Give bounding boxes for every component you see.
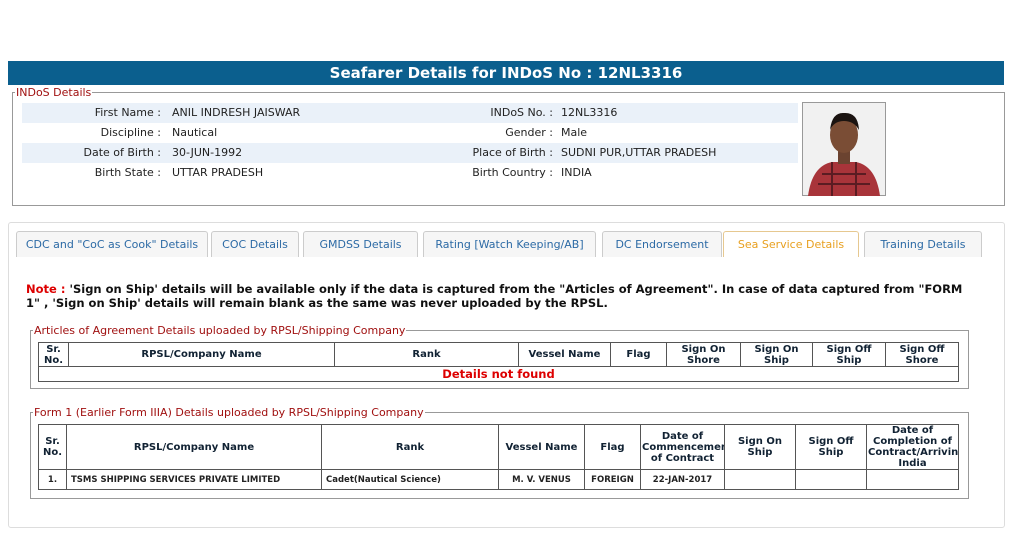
- articles-table: Sr. No. RPSL/Company Name Rank Vessel Name F…: [38, 342, 959, 382]
- info-row: Discipline : Nautical Gender : Male: [22, 123, 798, 143]
- note: Note : 'Sign on Ship' details will be av…: [26, 282, 976, 310]
- cell: 1.: [38, 469, 67, 490]
- cell: M. V. VENUS: [498, 469, 585, 490]
- field-value: INDIA: [561, 166, 592, 179]
- fieldset-legend: Form 1 (Earlier Form IIIA) Details uploa…: [34, 406, 424, 419]
- field-value: 30-JUN-1992: [172, 146, 243, 159]
- cell: Cadet(Nautical Science): [321, 469, 499, 490]
- info-row: Birth State : UTTAR PRADESH Birth Country …: [22, 163, 798, 183]
- tab-panel: [8, 222, 1005, 528]
- page-title: Seafarer Details for INDoS No : 12NL3316: [8, 61, 1004, 85]
- note-label: Note :: [26, 282, 66, 296]
- field-value: SUDNI PUR,UTTAR PRADESH: [561, 146, 717, 159]
- tab[interactable]: DC Endorsement: [602, 231, 722, 257]
- field-label: Birth Country :: [472, 166, 553, 179]
- info-row: First Name : ANIL INDRESH JAISWAR INDoS No…: [22, 103, 798, 123]
- note-text: 'Sign on Ship' details will be available…: [26, 282, 963, 310]
- field-value: Male: [561, 126, 588, 139]
- column-header: Vessel Name: [498, 424, 585, 470]
- tab[interactable]: GMDSS Details: [303, 231, 418, 257]
- field-value: UTTAR PRADESH: [172, 166, 264, 179]
- column-header: Date of Completion of Contract/Arriving …: [866, 424, 959, 470]
- column-header: Rank: [321, 424, 499, 470]
- header-row: Sr. No. RPSL/Company Name Rank Vessel Name F…: [38, 342, 959, 367]
- cell: TSMS SHIPPING SERVICES PRIVATE LIMITED: [66, 469, 322, 490]
- field-label: Gender :: [505, 126, 553, 139]
- column-header: Sign On Ship: [740, 342, 813, 367]
- column-header: Flag: [584, 424, 641, 470]
- empty-row: Details not found: [38, 366, 959, 382]
- cell: [724, 469, 796, 490]
- cell: 22-JAN-2017: [640, 469, 725, 490]
- cell: [866, 469, 959, 490]
- column-header: Sign On Ship: [724, 424, 796, 470]
- tab[interactable]: Training Details: [864, 231, 982, 257]
- info-row: Date of Birth : 30-JUN-1992 Place of Birth…: [22, 143, 798, 163]
- column-header: Date of Commencement of Contract: [640, 424, 725, 470]
- header-row: Sr. No. RPSL/Company Name Rank Vessel Name F…: [38, 424, 959, 470]
- column-header: RPSL/Company Name: [68, 342, 335, 367]
- column-header: Rank: [334, 342, 519, 367]
- tab[interactable]: Sea Service Details: [723, 231, 859, 257]
- field-value: ANIL INDRESH JAISWAR: [172, 106, 301, 119]
- field-label: INDoS No. :: [490, 106, 553, 119]
- column-header: Sign Off Shore: [885, 342, 959, 367]
- cell: [795, 469, 867, 490]
- column-header: RPSL/Company Name: [66, 424, 322, 470]
- field-value: Nautical: [172, 126, 218, 139]
- fieldset-legend: Articles of Agreement Details uploaded b…: [34, 324, 406, 337]
- form1-table: Sr. No. RPSL/Company Name Rank Vessel Name F…: [38, 424, 959, 490]
- tab[interactable]: COC Details: [211, 231, 299, 257]
- column-header: Sr. No.: [38, 342, 69, 367]
- column-header: Sign Off Ship: [795, 424, 867, 470]
- empty-message: Details not found: [38, 366, 959, 382]
- column-header: Vessel Name: [518, 342, 611, 367]
- field-label: Date of Birth :: [83, 146, 162, 159]
- column-header: Sign On Shore: [666, 342, 741, 367]
- field-label: First Name :: [94, 106, 161, 119]
- data-row: 1. TSMS SHIPPING SERVICES PRIVATE LIMITED…: [38, 469, 959, 490]
- cell: FOREIGN: [584, 469, 641, 490]
- fieldset-legend: INDoS Details: [16, 86, 92, 99]
- field-label: Birth State :: [94, 166, 161, 179]
- column-header: Flag: [610, 342, 667, 367]
- field-value: 12NL3316: [561, 106, 618, 119]
- tab[interactable]: CDC and "CoC as Cook" Details: [16, 231, 208, 257]
- profile-photo: [802, 102, 886, 196]
- column-header: Sign Off Ship: [812, 342, 886, 367]
- column-header: Sr. No.: [38, 424, 67, 470]
- indos-fieldset: INDoS Details: [12, 86, 1005, 206]
- tab[interactable]: Rating [Watch Keeping/AB]: [423, 231, 596, 257]
- form1-fieldset: Form 1 (Earlier Form IIIA) Details uploa…: [30, 406, 969, 499]
- field-label: Place of Birth :: [472, 146, 553, 159]
- field-label: Discipline :: [100, 126, 161, 139]
- articles-fieldset: Articles of Agreement Details uploaded b…: [30, 324, 969, 389]
